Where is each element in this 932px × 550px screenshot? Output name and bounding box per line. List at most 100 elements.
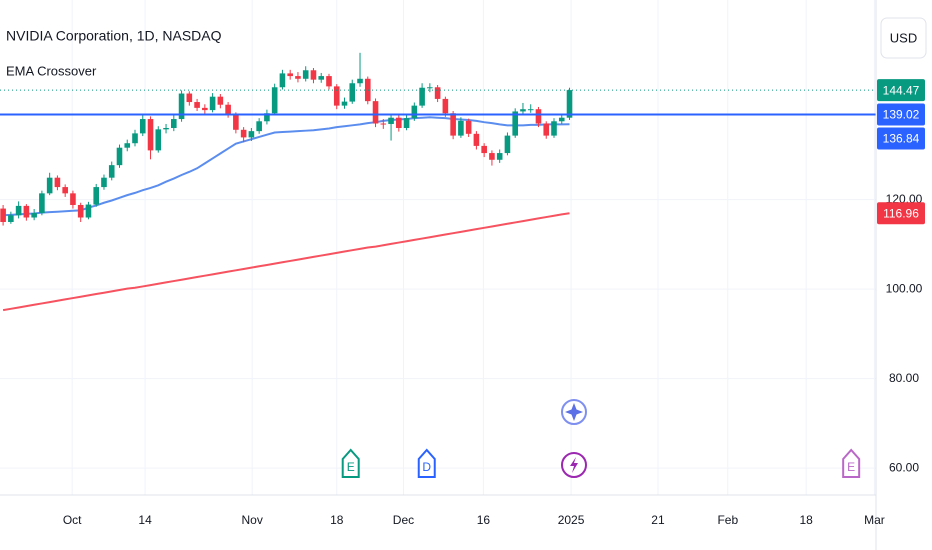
candle-body	[427, 87, 433, 89]
x-tick-label: Oct	[63, 513, 82, 527]
x-tick-label: 18	[799, 513, 813, 527]
candle-body	[194, 102, 200, 108]
event-icon[interactable]	[561, 452, 587, 478]
candle-body	[139, 119, 146, 134]
candle-body	[535, 109, 542, 124]
candle-body	[8, 215, 14, 222]
y-tick-label: 60.00	[889, 460, 919, 474]
candle-body	[124, 143, 131, 148]
x-tick-label: 14	[138, 513, 152, 527]
candle-body	[318, 76, 325, 80]
currency-button[interactable]	[880, 17, 927, 59]
ema-line	[2, 212, 570, 312]
x-tick-label: Mar	[864, 513, 885, 527]
candle-body	[39, 193, 45, 214]
price-tag-label: 116.96	[883, 206, 919, 220]
candle-body	[496, 153, 503, 160]
x-tick-label: Nov	[241, 513, 262, 527]
y-tick-label: 100.00	[886, 281, 923, 295]
candle-body	[15, 205, 22, 216]
candle-body	[473, 133, 480, 146]
candle-body	[186, 93, 193, 103]
x-tick-label: 18	[330, 513, 344, 527]
candle-body	[256, 121, 262, 132]
event-shape	[417, 448, 436, 478]
tags: 144.47 139.02 136.84 116.96	[877, 79, 925, 225]
ema-line	[3, 116, 570, 217]
event-marker[interactable]: E	[842, 448, 861, 478]
candle-body	[450, 113, 456, 136]
candle-body	[0, 208, 6, 222]
candle-body	[388, 117, 394, 124]
candle-body	[527, 109, 534, 111]
candle-body	[271, 87, 278, 114]
y-tick-label: 80.00	[889, 371, 919, 385]
star-icon	[565, 403, 583, 421]
candle-body	[171, 119, 177, 129]
candle-body	[520, 109, 526, 112]
axes: Oct 14 Nov 18 Dec 16 2025 21 Feb 18 Mar 60.00 80.00 1…	[63, 192, 923, 527]
candle-body	[380, 123, 387, 125]
candle-body	[178, 93, 185, 120]
event-label: D	[422, 460, 431, 474]
candle-body	[163, 128, 169, 130]
candle-body	[326, 76, 332, 87]
candle-body	[147, 119, 154, 151]
candle-body	[93, 187, 100, 205]
candle-body	[302, 70, 309, 79]
candle-body	[372, 101, 379, 124]
candle-body	[442, 98, 449, 114]
candle-body	[202, 107, 208, 111]
candle-body	[287, 73, 293, 77]
candle-body	[310, 70, 317, 80]
candle-body	[364, 78, 371, 102]
candle-body	[465, 120, 472, 134]
x-tick-label: 16	[477, 513, 491, 527]
candle-body	[504, 135, 511, 154]
price-tag	[877, 127, 925, 150]
candle-body	[458, 120, 464, 136]
candle-body	[46, 177, 53, 194]
price-tag	[877, 79, 925, 102]
candle-body	[77, 204, 84, 218]
candle-body	[341, 101, 348, 106]
candle-body	[116, 147, 123, 166]
candle-body	[31, 213, 37, 218]
price-tag-label: 144.47	[883, 83, 920, 97]
candle-body	[240, 129, 247, 138]
candle-body	[512, 111, 519, 136]
candle-body	[434, 87, 441, 99]
candle-body	[411, 105, 418, 119]
event-shape	[842, 448, 861, 478]
event-marker[interactable]: E	[341, 448, 360, 478]
candle-body	[333, 86, 340, 106]
candle-body	[349, 83, 356, 102]
candle-body	[481, 145, 487, 154]
candle-body	[23, 205, 30, 218]
price-tag	[877, 202, 925, 225]
price-tag	[877, 103, 925, 126]
candle-body	[489, 153, 495, 160]
candle-body	[248, 131, 255, 138]
candle-body	[62, 187, 68, 194]
candle-body	[551, 121, 557, 136]
event-label: E	[847, 460, 855, 474]
candle-body	[217, 96, 224, 105]
event-marker[interactable]: D	[417, 448, 436, 478]
candle-body	[357, 78, 363, 84]
candle-body	[85, 204, 92, 218]
candle-body	[566, 90, 573, 118]
candle-body	[225, 104, 231, 115]
lightning-icon	[570, 457, 578, 473]
currency-label[interactable]: USD	[890, 30, 917, 45]
x-tick-label: 21	[651, 513, 665, 527]
chart-title: NVIDIA Corporation, 1D, NASDAQ	[6, 28, 222, 44]
candle-body	[543, 123, 550, 136]
candle-body	[233, 114, 239, 130]
event-icon[interactable]	[561, 399, 587, 425]
indicator-name: EMA Crossover	[6, 63, 97, 78]
candle-body	[54, 177, 61, 188]
event-label: E	[347, 460, 355, 474]
